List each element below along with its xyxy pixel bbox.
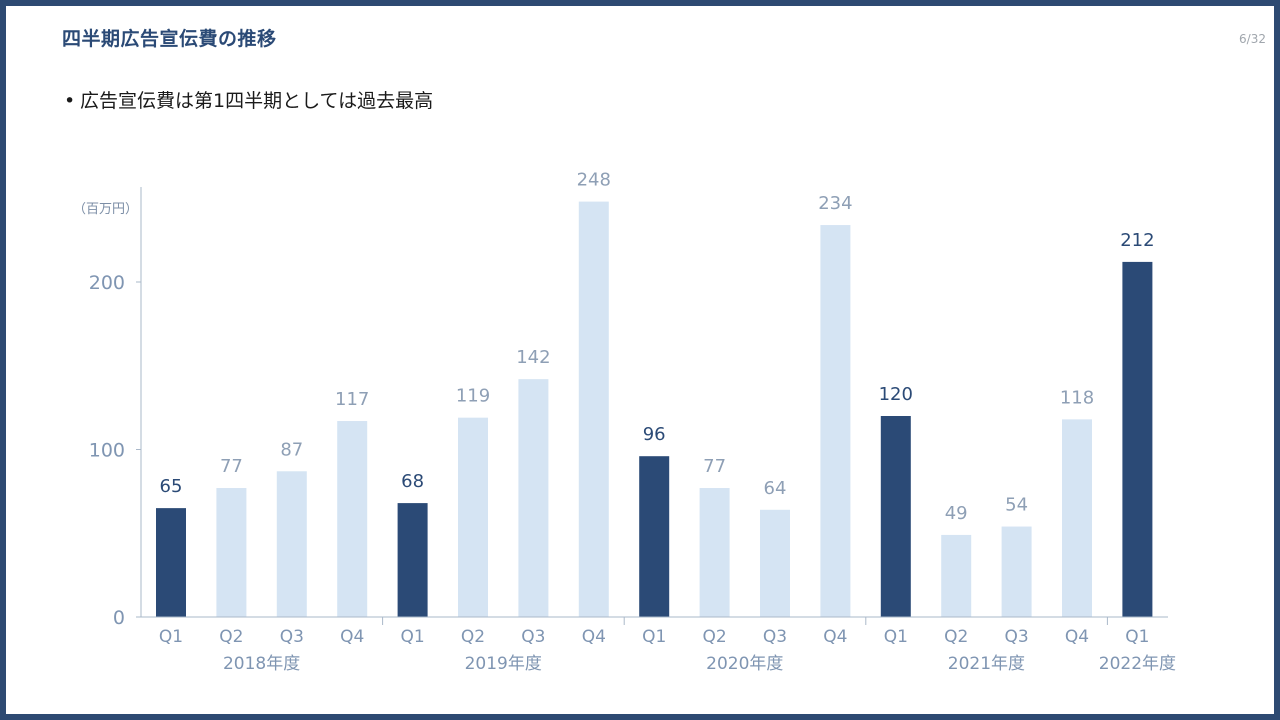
group-label: 2021年度 xyxy=(948,654,1025,674)
x-tick-label: Q2 xyxy=(944,627,968,647)
x-tick-label: Q3 xyxy=(763,627,787,647)
page-number: 6/32 xyxy=(1239,32,1266,46)
data-label: 117 xyxy=(335,389,369,410)
data-label: 49 xyxy=(945,503,968,524)
bar xyxy=(699,488,730,617)
bar xyxy=(518,379,549,617)
bar xyxy=(1001,526,1032,617)
bar xyxy=(458,417,488,617)
bar xyxy=(276,471,307,617)
data-label: 142 xyxy=(516,347,550,368)
x-tick-label: Q2 xyxy=(461,627,485,647)
bullet-icon: • xyxy=(64,90,76,112)
x-tick-label: Q2 xyxy=(702,627,726,647)
x-tick-label: Q4 xyxy=(340,627,364,647)
data-label: 119 xyxy=(456,386,490,407)
y-tick-label: 0 xyxy=(113,607,125,629)
y-tick-label: 100 xyxy=(89,440,125,462)
bar xyxy=(337,421,368,617)
unit-label: （百万円） xyxy=(73,202,139,217)
data-label: 120 xyxy=(879,384,913,405)
data-label: 87 xyxy=(280,439,303,460)
x-tick-label: Q4 xyxy=(1065,627,1089,647)
data-label: 212 xyxy=(1120,230,1154,251)
data-label: 118 xyxy=(1060,387,1094,408)
x-tick-label: Q1 xyxy=(400,627,424,647)
data-label: 68 xyxy=(401,471,424,492)
group-label: 2018年度 xyxy=(223,654,300,674)
x-tick-label: Q3 xyxy=(521,627,545,647)
bar xyxy=(820,225,851,618)
bar xyxy=(1122,261,1153,617)
bar xyxy=(941,534,972,617)
data-label: 64 xyxy=(764,478,787,499)
data-label: 54 xyxy=(1005,495,1028,516)
bar-chart: 0 100 200 65 Q1 77 Q2 87 Q3 117 Q4 68 Q1 119 Q2 142 Q3 24… xyxy=(89,170,1176,674)
bar xyxy=(1062,419,1092,617)
data-label: 77 xyxy=(703,456,726,477)
bullet-point: • 広告宣伝費は第1四半期としては過去最高 xyxy=(64,86,433,113)
bar xyxy=(578,201,609,617)
y-tick-label: 200 xyxy=(89,272,125,294)
x-tick-label: Q1 xyxy=(884,627,908,647)
x-tick-label: Q1 xyxy=(642,627,666,647)
data-label: 248 xyxy=(577,170,611,191)
x-tick-label: Q4 xyxy=(823,627,847,647)
group-label: 2022年度 xyxy=(1099,654,1176,674)
bar xyxy=(639,456,670,617)
x-tick-label: Q2 xyxy=(219,627,243,647)
data-label: 96 xyxy=(643,424,666,445)
x-tick-label: Q1 xyxy=(159,627,183,647)
x-tick-label: Q3 xyxy=(1004,627,1028,647)
data-label: 65 xyxy=(160,476,183,497)
x-tick-label: Q4 xyxy=(582,627,606,647)
data-label: 77 xyxy=(220,456,243,477)
group-label: 2020年度 xyxy=(706,654,783,674)
x-tick-label: Q3 xyxy=(280,627,304,647)
group-label: 2019年度 xyxy=(465,654,542,674)
bar xyxy=(760,509,790,617)
bar xyxy=(216,488,247,617)
bar xyxy=(156,508,186,617)
bullet-text: 広告宣伝費は第1四半期としては過去最高 xyxy=(80,90,434,112)
bar xyxy=(880,416,911,617)
bar xyxy=(397,503,428,617)
slide-title: 四半期広告宣伝費の推移 xyxy=(62,28,277,50)
x-tick-label: Q1 xyxy=(1125,627,1149,647)
data-label: 234 xyxy=(818,193,852,214)
